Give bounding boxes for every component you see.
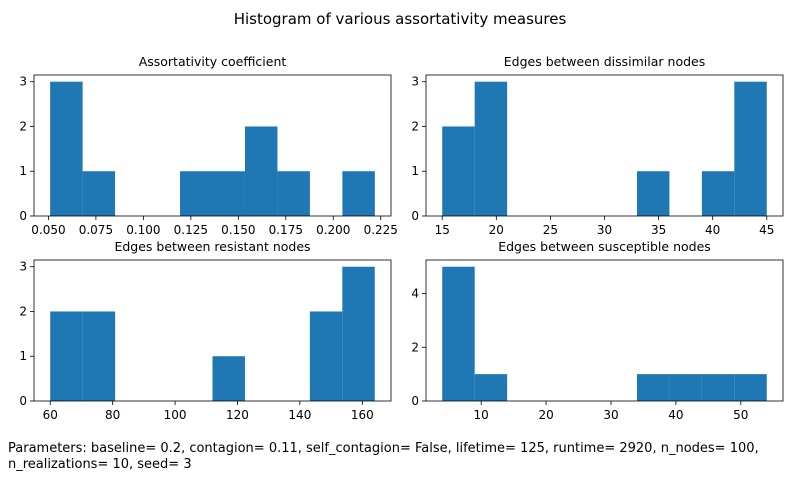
histogram-bar (734, 81, 767, 216)
y-tick-label: 3 (19, 75, 27, 89)
axes-frame (425, 259, 784, 402)
y-tick-label: 2 (411, 340, 419, 354)
histogram-bar (212, 171, 245, 216)
histogram-panel-3: 60 80 100 120 140 160 0 1 2 3 Edges between resist… (19, 239, 392, 422)
y-tick-label: 3 (19, 260, 27, 274)
x-tick-label: 0.150 (221, 223, 255, 237)
histogram-bar (277, 171, 310, 216)
histogram-bar (442, 266, 475, 401)
histogram-bar (50, 81, 83, 216)
histogram-panel-2: 15 20 25 30 35 40 45 0 1 2 3 Edges between dissimil… (411, 54, 784, 237)
x-tick-label: 0.200 (316, 223, 350, 237)
x-tick-label: 0.125 (174, 223, 208, 237)
x-tick-label: 30 (597, 223, 612, 237)
y-tick-label: 4 (411, 287, 419, 301)
y-tick-label: 2 (19, 119, 27, 133)
x-tick-label: 20 (489, 223, 504, 237)
x-tick-label: 140 (288, 408, 311, 422)
x-tick-label: 0.075 (79, 223, 113, 237)
x-tick-label: 100 (164, 408, 187, 422)
x-tick-label: 120 (226, 408, 249, 422)
histogram-bar (669, 374, 702, 401)
parameters-footnote: Parameters: baseline= 0.2, contagion= 0.… (8, 441, 759, 472)
y-tick-label: 0 (19, 394, 27, 408)
histogram-bar (244, 126, 278, 216)
histogram-bar (180, 171, 213, 216)
histogram-bar (50, 311, 83, 401)
histogram-bar (474, 374, 508, 401)
histogram-bar (82, 311, 116, 401)
y-tick-label: 0 (19, 209, 27, 223)
y-tick-label: 1 (19, 164, 27, 178)
y-tick-label: 2 (19, 304, 27, 318)
y-tick-label: 0 (411, 394, 419, 408)
x-tick-label: 45 (759, 223, 774, 237)
histogram-bar (82, 171, 116, 216)
x-tick-label: 160 (351, 408, 374, 422)
histogram-panels: 0.050 0.075 0.100 0.125 0.150 0.175 0.200 0.225… (19, 54, 784, 422)
axes-frame (33, 74, 392, 217)
x-tick-label: 20 (538, 408, 553, 422)
x-tick-label: 40 (668, 408, 683, 422)
x-tick-label: 35 (651, 223, 666, 237)
histogram-bar (701, 374, 735, 401)
histogram-bar (474, 81, 508, 216)
panel-title: Assortativity coefficient (139, 54, 287, 69)
x-tick-label: 10 (474, 408, 489, 422)
histogram-panel-4: 10 20 30 40 50 0 2 4 Edges between susceptible n… (411, 239, 784, 422)
figure-title: Histogram of various assortativity measu… (234, 10, 567, 28)
x-tick-label: 50 (733, 408, 748, 422)
x-tick-label: 0.225 (364, 223, 398, 237)
x-tick-label: 60 (43, 408, 58, 422)
panel-title: Edges between dissimilar nodes (504, 54, 705, 69)
histogram-bar (442, 126, 475, 216)
y-tick-label: 3 (411, 75, 419, 89)
histogram-bar (636, 374, 670, 401)
x-tick-label: 15 (435, 223, 450, 237)
histogram-panel-1: 0.050 0.075 0.100 0.125 0.150 0.175 0.200 0.225… (19, 54, 398, 237)
panel-title: Edges between susceptible nodes (498, 239, 711, 254)
x-tick-label: 0.175 (269, 223, 303, 237)
y-tick-label: 2 (411, 119, 419, 133)
x-tick-label: 40 (705, 223, 720, 237)
histogram-bar (309, 311, 343, 401)
x-tick-label: 80 (105, 408, 120, 422)
histogram-bar (342, 266, 375, 401)
histogram-bar (342, 171, 375, 216)
histogram-bar (701, 171, 735, 216)
x-tick-label: 0.050 (31, 223, 65, 237)
histogram-bar (636, 171, 670, 216)
y-tick-label: 1 (411, 164, 419, 178)
histogram-bar (734, 374, 767, 401)
x-tick-label: 30 (603, 408, 618, 422)
y-tick-label: 1 (19, 349, 27, 363)
y-tick-label: 0 (411, 209, 419, 223)
panel-title: Edges between resistant nodes (114, 239, 310, 254)
x-tick-label: 25 (543, 223, 558, 237)
x-tick-label: 0.100 (126, 223, 160, 237)
histogram-bar (212, 356, 245, 401)
axes-frame (33, 259, 392, 402)
